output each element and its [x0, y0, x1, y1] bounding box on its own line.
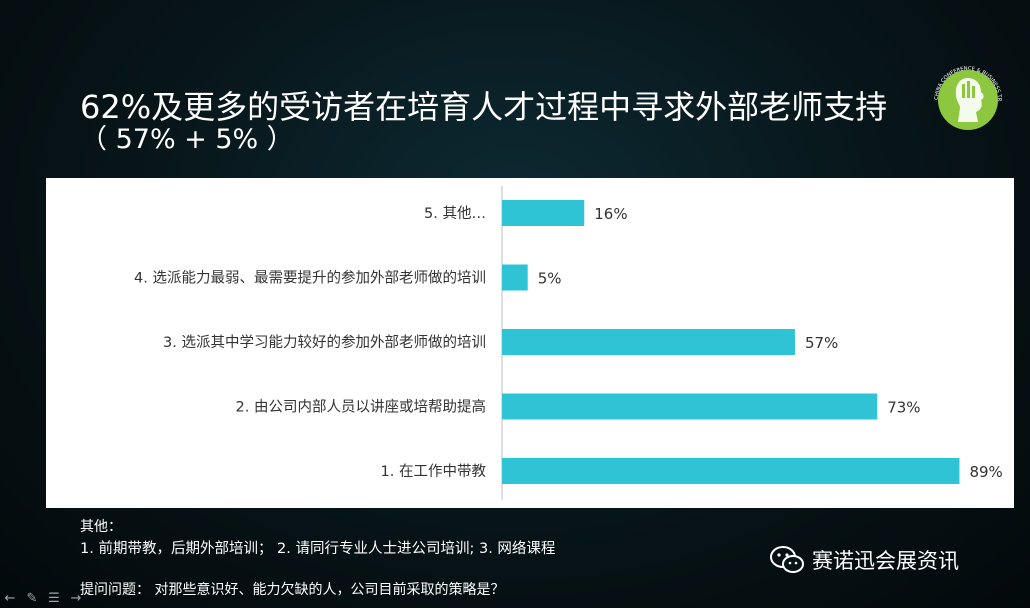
bar	[502, 264, 528, 291]
value-label: 57%	[805, 334, 838, 352]
wechat-icon	[770, 546, 804, 573]
bar	[502, 458, 960, 484]
slide-toolbar: ← ✎ ☰ →	[2, 588, 84, 608]
slide-subtitle: （ 57% + 5% ）	[80, 124, 294, 155]
arrow-left-icon[interactable]: ←	[4, 590, 16, 606]
bar	[502, 329, 795, 355]
value-label: 73%	[887, 399, 920, 417]
arrow-right-icon[interactable]: →	[70, 590, 82, 606]
slide-title: 62%及更多的受访者在培育人才过程中寻求外部老师支持	[80, 88, 888, 126]
category-label: 2. 由公司内部人员以讲座或培帮助提高	[236, 399, 486, 416]
notes-heading: 其他：	[80, 519, 122, 535]
bar-chart: 5. 其他… 16% 4. 选派能力最弱、最需要提升的参加外部老师做的培训 5% 3. …	[134, 186, 1003, 500]
value-label: 89%	[969, 463, 1002, 481]
category-label: 1. 在工作中带教	[381, 463, 487, 480]
wechat-badge: 赛诺迅会展资讯	[770, 544, 959, 576]
category-label: 5. 其他…	[424, 205, 486, 222]
category-label: 4. 选派能力最弱、最需要提升的参加外部老师做的培训	[134, 270, 486, 287]
value-label: 5%	[538, 270, 562, 288]
question-text: 提问问题： 对那些意识好、能力欠缺的人，公司目前采取的策略是？	[80, 582, 505, 598]
bar	[502, 393, 878, 420]
value-label: 16%	[594, 205, 627, 223]
category-label: 3. 选派其中学习能力较好的参加外部老师做的培训	[163, 333, 486, 351]
forum-logo: CHINA CONFERENCE & BUSINESS TRAVEL FORUM…	[928, 60, 1002, 130]
chart-panel: 5. 其他… 16% 4. 选派能力最弱、最需要提升的参加外部老师做的培训 5% 3. …	[46, 178, 1014, 508]
notes: 其他： 1. 前期带教，后期外部培训； 2. 请同行专业人士进公司培训; 3. …	[80, 516, 555, 560]
bar	[502, 200, 585, 226]
menu-icon[interactable]: ☰	[48, 590, 60, 606]
notes-items: 1. 前期带教，后期外部培训； 2. 请同行专业人士进公司培训; 3. 网络课程	[80, 541, 556, 557]
pen-icon[interactable]: ✎	[26, 590, 38, 606]
wechat-account-name: 赛诺迅会展资讯	[812, 549, 959, 573]
